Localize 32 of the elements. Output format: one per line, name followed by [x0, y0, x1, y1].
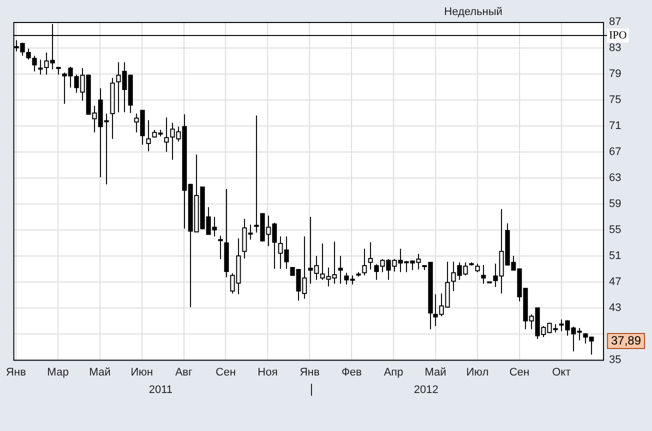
x-tick-label: Авг — [175, 366, 192, 378]
y-tick-label: 51 — [609, 250, 622, 262]
y-tick-label: 55 — [609, 224, 622, 236]
text: 2012 — [414, 384, 438, 396]
y-tick-label: 83 — [609, 42, 622, 54]
x-tick-label: Июл — [466, 366, 489, 378]
x-tick-label: Мар — [47, 366, 69, 378]
y-tick-label: 43 — [609, 302, 622, 314]
y-tick-label: 71 — [609, 120, 622, 132]
x-tick-label: Май — [424, 366, 446, 378]
x-tick-label: Апр — [384, 366, 404, 378]
y-tick-label: 47 — [609, 276, 622, 288]
y-tick-label: 59 — [609, 198, 622, 210]
y-tick-label: 63 — [609, 172, 622, 184]
x-tick-label: Окт — [552, 366, 571, 378]
y-tick-label: 87 — [609, 16, 622, 28]
x-tick-label: Янв — [300, 366, 320, 378]
x-tick-label: Сен — [216, 366, 236, 378]
x-tick-label: Сен — [509, 366, 530, 378]
x-tick-label: Июн — [130, 366, 153, 378]
x-tick-label: Май — [89, 366, 111, 378]
x-tick-label: Янв — [6, 366, 26, 378]
text: 2011 — [148, 384, 173, 396]
y-tick-label: 35 — [609, 354, 622, 366]
y-tick-label: 75 — [609, 94, 622, 106]
y-tick-label: 79 — [609, 68, 622, 80]
x-tick-label: Ноя — [258, 366, 278, 378]
chart-title: Недельный — [444, 6, 502, 18]
y-tick-label: 67 — [609, 146, 622, 158]
ref-line-label: IPO — [609, 29, 627, 42]
text: 37,89 — [611, 333, 642, 348]
x-tick-label: Фев — [341, 366, 362, 378]
